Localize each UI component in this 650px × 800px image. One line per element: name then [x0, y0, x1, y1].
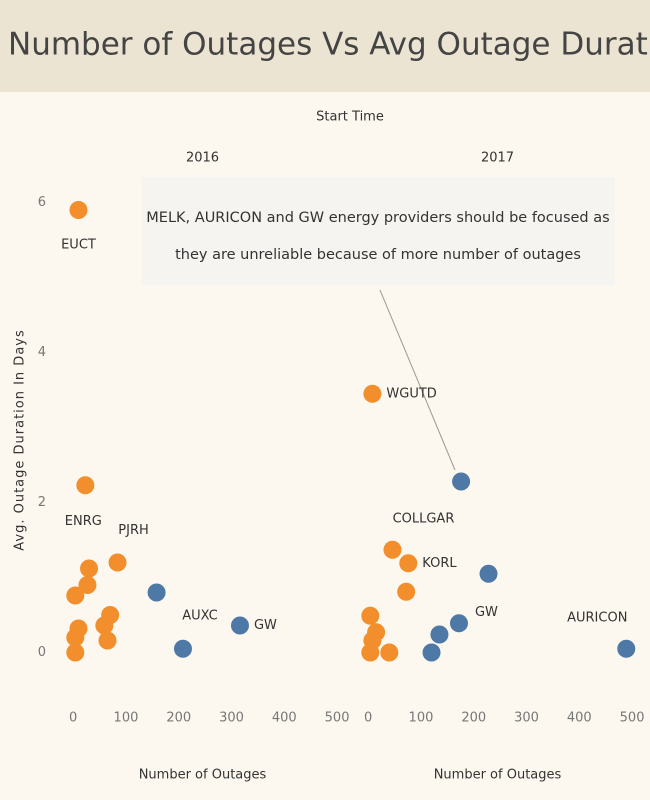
data-point: [69, 201, 88, 219]
annotation-line: [379, 289, 456, 471]
data-point: [66, 586, 85, 605]
point-label: EUCT: [61, 238, 96, 253]
data-point: [449, 614, 468, 633]
point-label: GW: [475, 605, 498, 620]
data-point: [380, 643, 399, 662]
y-axis-label: Avg. Outage Duration In Days: [13, 329, 28, 551]
data-point: [479, 564, 498, 583]
data-point: [95, 616, 114, 635]
annotation-text: MELK, AURICON and GW energy providers sh…: [146, 210, 609, 226]
data-point: [78, 576, 97, 594]
data-point: [147, 583, 166, 602]
annotation-text: they are unreliable because of more numb…: [175, 247, 581, 263]
x-tick-label: 0: [69, 711, 77, 726]
column-header: Start Time: [316, 110, 384, 125]
point-label: GW: [254, 618, 277, 633]
point-label: PJRH: [118, 523, 148, 538]
data-point: [80, 559, 99, 578]
x-tick-label: 500: [620, 711, 645, 726]
data-point: [230, 616, 249, 635]
data-point: [452, 472, 471, 491]
x-tick-label: 300: [219, 711, 244, 726]
data-point: [108, 553, 127, 572]
data-point: [361, 643, 380, 662]
x-tick-label: 200: [461, 711, 486, 726]
y-tick-label: 4: [38, 345, 46, 360]
y-tick-label: 2: [38, 495, 46, 510]
header-bg: [0, 0, 650, 92]
point-label: AUXC: [182, 608, 217, 623]
data-point: [430, 625, 449, 644]
x-tick-label: 400: [567, 711, 592, 726]
x-tick-label: 500: [325, 711, 350, 726]
data-point: [383, 540, 402, 559]
point-label: ENRG: [65, 514, 102, 529]
data-point: [399, 554, 418, 573]
point-label: WGUTD: [386, 386, 436, 401]
x-tick-label: 100: [409, 711, 434, 726]
data-point: [98, 631, 117, 650]
data-point: [422, 643, 441, 662]
panel-header: 2017: [481, 151, 514, 166]
panel-header: 2016: [186, 151, 219, 166]
y-tick-label: 0: [38, 645, 46, 660]
data-point: [173, 639, 192, 658]
point-label: COLLGAR: [393, 511, 455, 526]
x-tick-label: 300: [514, 711, 539, 726]
data-point: [76, 476, 95, 495]
x-tick-label: 0: [364, 711, 372, 726]
x-axis-label: Number of Outages: [434, 768, 562, 783]
data-point: [397, 582, 416, 601]
y-tick-label: 6: [38, 195, 46, 210]
data-point: [363, 384, 382, 403]
annotation-box: [142, 177, 615, 285]
x-tick-label: 400: [272, 711, 297, 726]
x-tick-label: 100: [114, 711, 139, 726]
data-point: [66, 628, 85, 647]
title: Number of Outages Vs Avg Outage Duration: [8, 27, 650, 63]
point-label: KORL: [422, 556, 457, 571]
point-label: AURICON: [567, 610, 627, 625]
data-point: [617, 639, 636, 658]
data-point: [361, 606, 380, 625]
data-point: [66, 643, 85, 662]
x-tick-label: 200: [166, 711, 191, 726]
x-axis-label: Number of Outages: [139, 768, 267, 783]
